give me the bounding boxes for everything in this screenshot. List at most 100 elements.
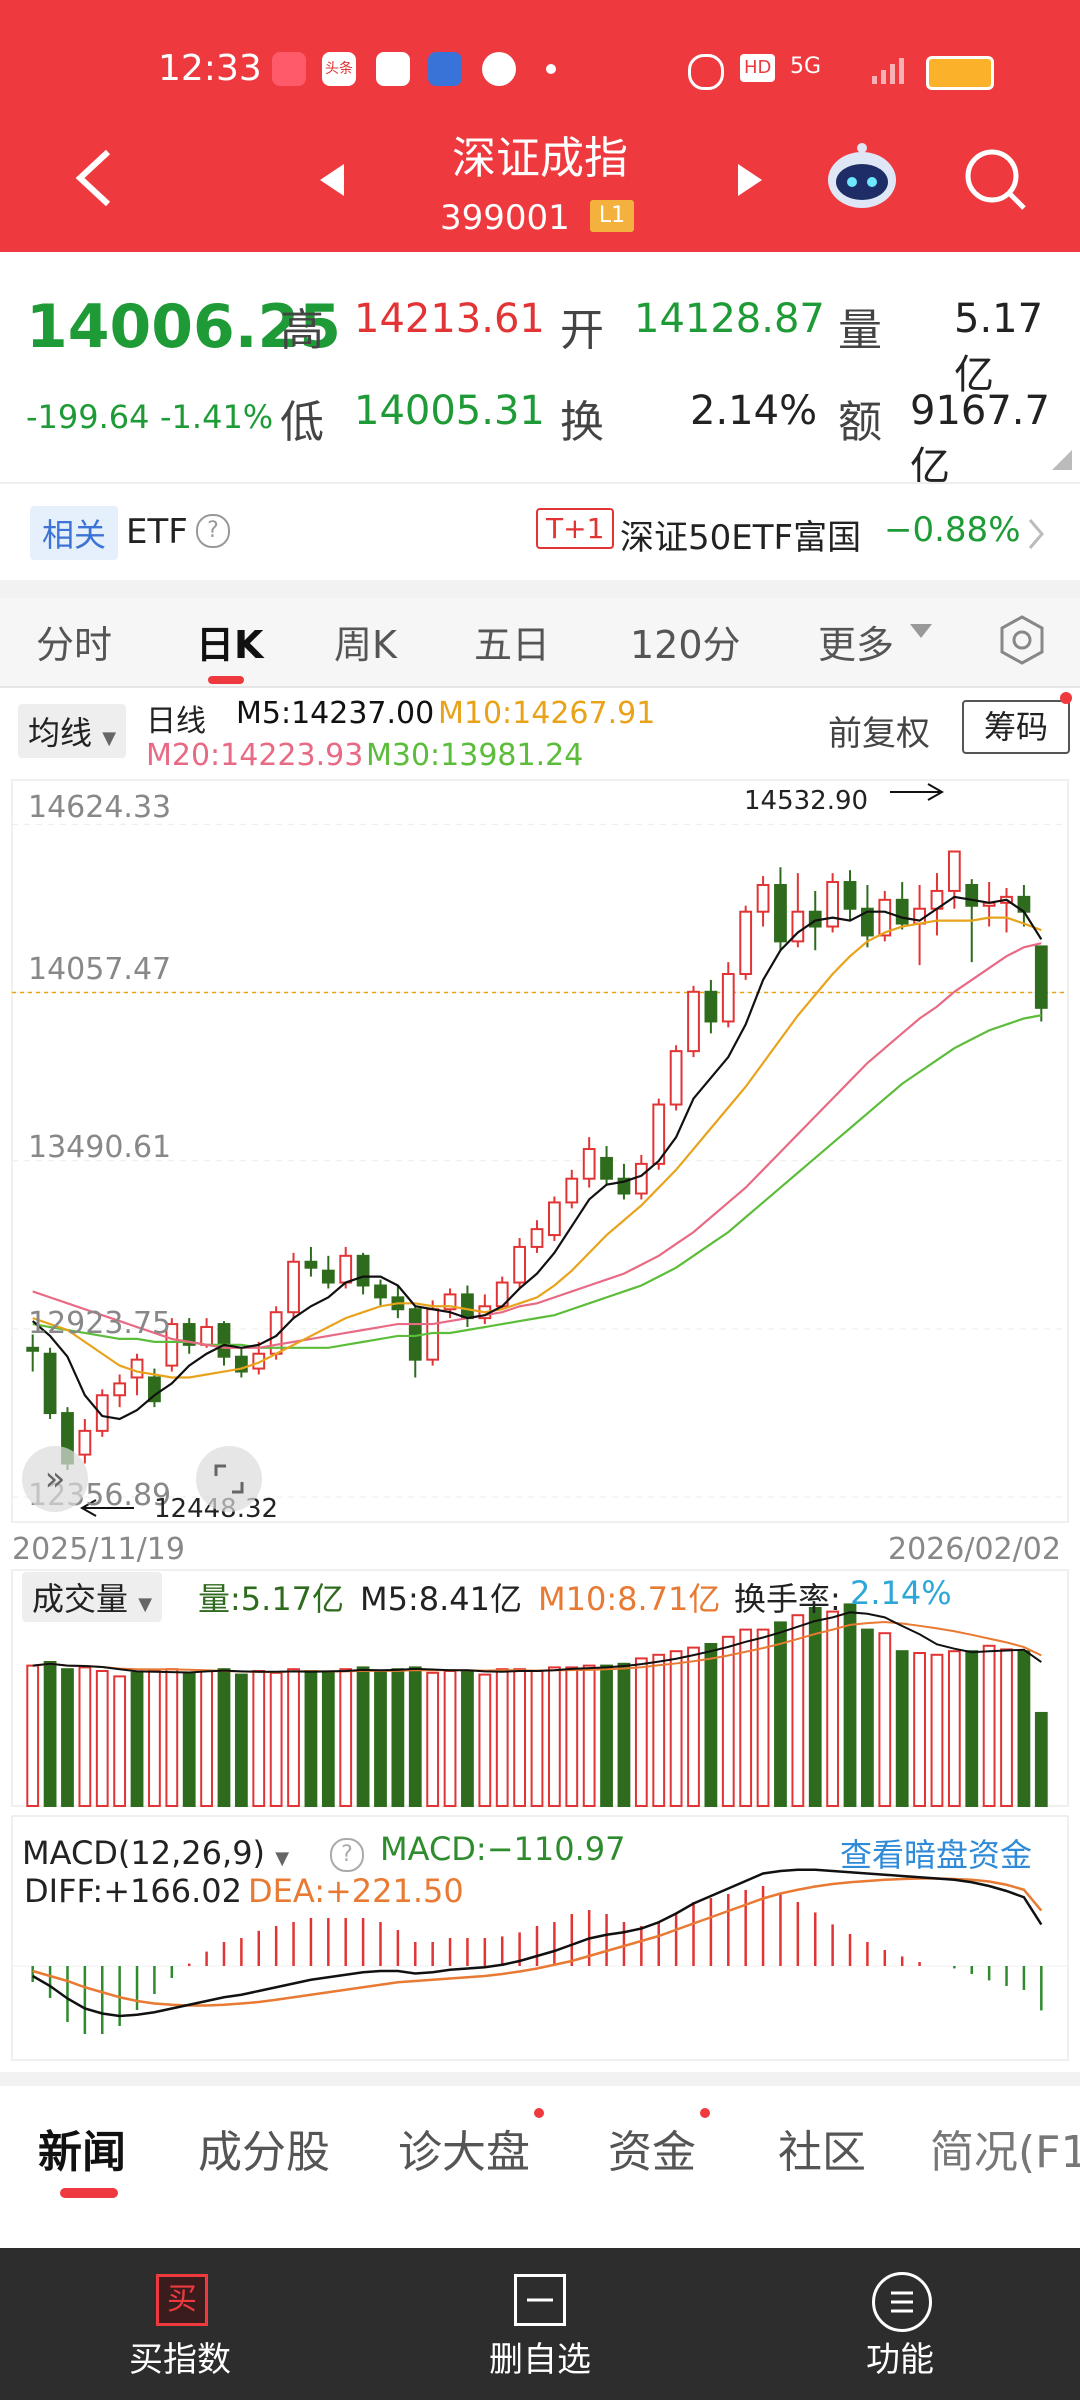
candle	[252, 1352, 266, 1370]
level-badge: L1	[590, 200, 634, 232]
alarm-icon	[688, 54, 724, 90]
volume-bar	[756, 1628, 770, 1807]
buy-icon[interactable]: 买	[156, 2274, 208, 2326]
candle	[217, 1323, 231, 1358]
tab-five-day[interactable]: 五日	[474, 623, 551, 667]
help-icon[interactable]: ?	[330, 1838, 364, 1872]
macd-selector[interactable]: MACD(12,26,9) ▼	[22, 1834, 289, 1872]
candle	[947, 850, 961, 892]
chevron-down-icon: ▼	[138, 1594, 153, 1615]
function-icon[interactable]	[872, 2272, 932, 2332]
stock-app-icon	[428, 52, 462, 86]
diff-value: DIFF:+166.02	[24, 1872, 242, 1910]
volume-m10: M10:8.71亿	[538, 1580, 721, 1618]
tab-components[interactable]: 成分股	[198, 2127, 330, 2178]
candle	[182, 1323, 196, 1346]
candle	[113, 1382, 127, 1397]
chart-tabs	[0, 598, 1080, 688]
search-icon[interactable]	[964, 148, 1028, 212]
tab-daily-k[interactable]: 日K	[196, 623, 264, 667]
volume-bar	[704, 1643, 718, 1807]
fullscreen-icon[interactable]	[196, 1446, 262, 1512]
tab-diagnosis[interactable]: 诊大盘	[398, 2127, 530, 2178]
collapse-icon[interactable]: »	[22, 1446, 88, 1512]
volume-ma5-line	[32, 1611, 1042, 1674]
volume-bar	[61, 1668, 74, 1808]
volume-bar	[513, 1668, 527, 1808]
stock-code: 399001	[440, 198, 570, 238]
amount-value: 9167.7亿	[910, 388, 1050, 490]
price-change-pct: -1.41%	[160, 398, 274, 436]
expand-corner-icon[interactable]	[1052, 450, 1072, 470]
macd-selector-label: MACD(12,26,9)	[22, 1834, 266, 1872]
chip-button[interactable]: 筹码	[962, 700, 1070, 754]
tab-funds[interactable]: 资金	[608, 2127, 696, 2178]
active-tab-indicator	[208, 676, 244, 684]
candle	[148, 1376, 161, 1403]
remove-watchlist-icon[interactable]	[514, 2274, 566, 2326]
volume-value: 5.17亿	[954, 296, 1044, 398]
candle	[356, 1254, 370, 1287]
volume-bar	[721, 1635, 735, 1807]
candle	[861, 907, 874, 937]
related-etf-row[interactable]	[0, 482, 1080, 584]
tab-community[interactable]: 社区	[778, 2127, 866, 2178]
next-stock-icon[interactable]	[734, 162, 764, 198]
tab-overview[interactable]: 简况(F1	[930, 2127, 1080, 2178]
candle	[43, 1352, 57, 1415]
remove-watchlist-button[interactable]: 删自选	[489, 2340, 591, 2380]
help-icon[interactable]: ?	[196, 514, 230, 548]
chevron-down-icon: ▼	[275, 1848, 290, 1869]
volume-bar	[495, 1668, 509, 1808]
tab-news[interactable]: 新闻	[38, 2127, 126, 2178]
volume-bar	[234, 1673, 248, 1807]
turnover-rate-value: 2.14%	[850, 1574, 952, 1612]
separator	[0, 580, 1080, 598]
chevron-down-icon	[910, 624, 932, 640]
candle	[513, 1245, 527, 1284]
volume-bar	[687, 1646, 700, 1807]
volume-bar	[443, 1670, 457, 1807]
volume-bar	[1000, 1648, 1013, 1808]
candle	[774, 884, 787, 943]
high-arrowhead	[927, 783, 945, 801]
volume-selector[interactable]: 成交量 ▼	[22, 1572, 163, 1622]
volume-bar	[791, 1614, 805, 1808]
last-price: 14006.25	[26, 292, 342, 362]
turnover-rate-label: 换手率:	[734, 1580, 841, 1618]
candle	[687, 990, 700, 1053]
notification-dot	[1060, 692, 1072, 704]
status-time: 12:33	[158, 48, 262, 89]
adjust-mode[interactable]: 前复权	[828, 714, 930, 754]
robot-assistant-icon[interactable]	[824, 142, 900, 212]
volume-bar	[774, 1621, 787, 1808]
prev-stock-icon[interactable]	[318, 162, 348, 198]
volume-bar	[878, 1632, 892, 1808]
function-button[interactable]: 功能	[866, 2340, 934, 2380]
ma20-value: M20:14223.93	[146, 738, 364, 773]
candle	[234, 1355, 248, 1373]
tab-more[interactable]: 更多	[818, 623, 895, 667]
volume-bar	[947, 1650, 961, 1808]
buy-index-button[interactable]: 买指数	[129, 2340, 231, 2380]
tab-fenshi[interactable]: 分时	[36, 623, 113, 667]
candle	[756, 884, 770, 913]
volume-bar	[861, 1628, 874, 1807]
dark-pool-link[interactable]: 查看暗盘资金	[840, 1836, 1033, 1874]
etf-label: ETF	[126, 512, 188, 552]
etf-name[interactable]: 深证50ETF富国	[620, 518, 862, 558]
volume-bar	[478, 1673, 492, 1807]
tab-120min[interactable]: 120分	[630, 623, 741, 667]
stock-chart[interactable]	[0, 776, 1080, 2066]
low-value: 14005.31	[354, 388, 545, 434]
tab-weekly-k[interactable]: 周K	[334, 623, 397, 667]
notification-dot	[534, 2108, 544, 2118]
macd-value: MACD:−110.97	[380, 1830, 626, 1868]
volume-bar	[565, 1666, 579, 1808]
back-icon[interactable]	[70, 148, 120, 208]
ma-selector[interactable]: 均线 ▼	[18, 704, 127, 758]
volume-bar	[339, 1668, 353, 1808]
volume-selector-label: 成交量	[32, 1580, 129, 1618]
ma30-value: M30:13981.24	[366, 738, 584, 773]
settings-icon[interactable]	[996, 614, 1048, 666]
